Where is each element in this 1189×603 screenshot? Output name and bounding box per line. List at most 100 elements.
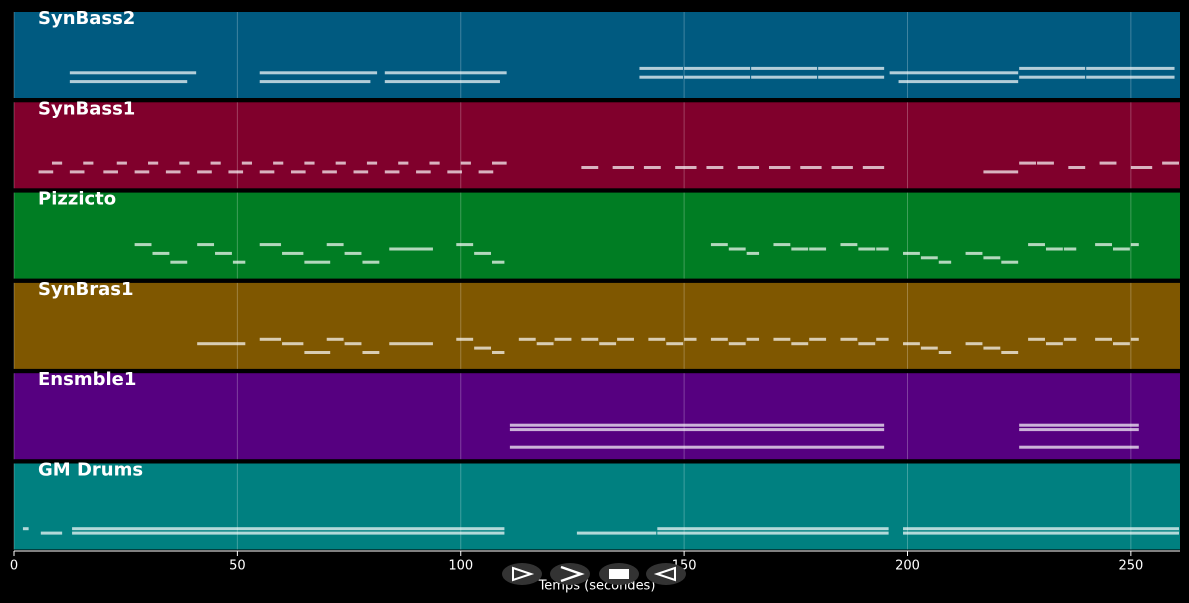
note (648, 337, 666, 341)
forward-button[interactable] (550, 563, 590, 585)
note (215, 251, 232, 255)
note (809, 247, 827, 251)
note (858, 342, 876, 346)
note (1086, 75, 1175, 79)
note (326, 243, 344, 247)
play-button[interactable] (502, 563, 542, 585)
track-lane (14, 282, 1180, 369)
note (72, 531, 505, 535)
note (474, 346, 492, 350)
note (1095, 337, 1112, 341)
note (22, 527, 29, 531)
note (657, 527, 889, 531)
note (728, 247, 746, 251)
track-lane (14, 102, 1180, 189)
note (710, 337, 728, 341)
track-lane (14, 192, 1180, 279)
note (751, 66, 818, 70)
note (353, 170, 369, 174)
note (983, 256, 1001, 260)
note (389, 247, 433, 251)
track-name: SynBras1 (38, 279, 134, 300)
note (492, 351, 505, 354)
x-tick-label: 250 (1118, 559, 1143, 574)
note (38, 170, 54, 174)
note (83, 161, 94, 165)
note (1001, 351, 1019, 354)
note (581, 337, 599, 341)
note (903, 527, 1179, 531)
note (447, 170, 462, 174)
x-tick-label: 200 (895, 559, 920, 574)
note (492, 161, 507, 165)
note (889, 71, 1019, 75)
note (335, 161, 346, 165)
note (536, 342, 554, 346)
rewind-button[interactable] (646, 563, 686, 585)
note (1112, 342, 1130, 346)
note (290, 170, 306, 174)
note (69, 80, 188, 84)
note (344, 342, 362, 346)
note (746, 337, 760, 341)
track-lane (14, 463, 1180, 550)
note (818, 66, 885, 70)
note (197, 342, 246, 346)
note (684, 66, 751, 70)
note (639, 66, 684, 70)
note (1063, 337, 1077, 341)
note (416, 170, 431, 174)
note (241, 161, 253, 165)
note (903, 342, 920, 346)
track-lane (14, 373, 1180, 460)
note (197, 243, 215, 247)
note (460, 161, 471, 165)
note (197, 170, 212, 174)
track-name: GM Drums (38, 460, 143, 481)
note (148, 161, 159, 165)
note (1162, 161, 1179, 165)
x-tick-label: 0 (10, 559, 18, 574)
note (1112, 247, 1130, 251)
stop-button[interactable] (599, 563, 639, 585)
note (398, 161, 409, 165)
note (259, 337, 282, 341)
track-name: Pizzicto (38, 189, 116, 210)
note (134, 243, 152, 247)
note (684, 337, 697, 341)
note (920, 346, 938, 350)
note (40, 531, 63, 535)
playback-controls (502, 563, 686, 585)
track-name: SynBass2 (38, 8, 135, 29)
note (326, 337, 344, 341)
note (554, 337, 572, 341)
note (1019, 428, 1139, 432)
track-name: SynBass1 (38, 98, 135, 119)
note (210, 161, 221, 165)
note (259, 243, 282, 247)
note (612, 166, 634, 169)
note (831, 166, 853, 169)
note (304, 260, 331, 264)
note (983, 170, 1019, 174)
note (1130, 243, 1139, 247)
note (809, 337, 827, 341)
note (474, 251, 492, 255)
note (179, 161, 190, 165)
note (384, 170, 400, 174)
note (456, 337, 474, 341)
note (791, 247, 809, 251)
note (456, 243, 474, 247)
note (1037, 161, 1054, 165)
note (344, 251, 362, 255)
x-tick-label: 50 (229, 559, 246, 574)
track-lane (14, 12, 1180, 98)
note (165, 170, 181, 174)
note (818, 75, 885, 79)
note (1028, 337, 1045, 341)
track-name: Ensmble1 (38, 369, 136, 390)
note (1130, 166, 1153, 169)
note (840, 337, 858, 341)
note (478, 170, 494, 174)
note (639, 75, 684, 79)
